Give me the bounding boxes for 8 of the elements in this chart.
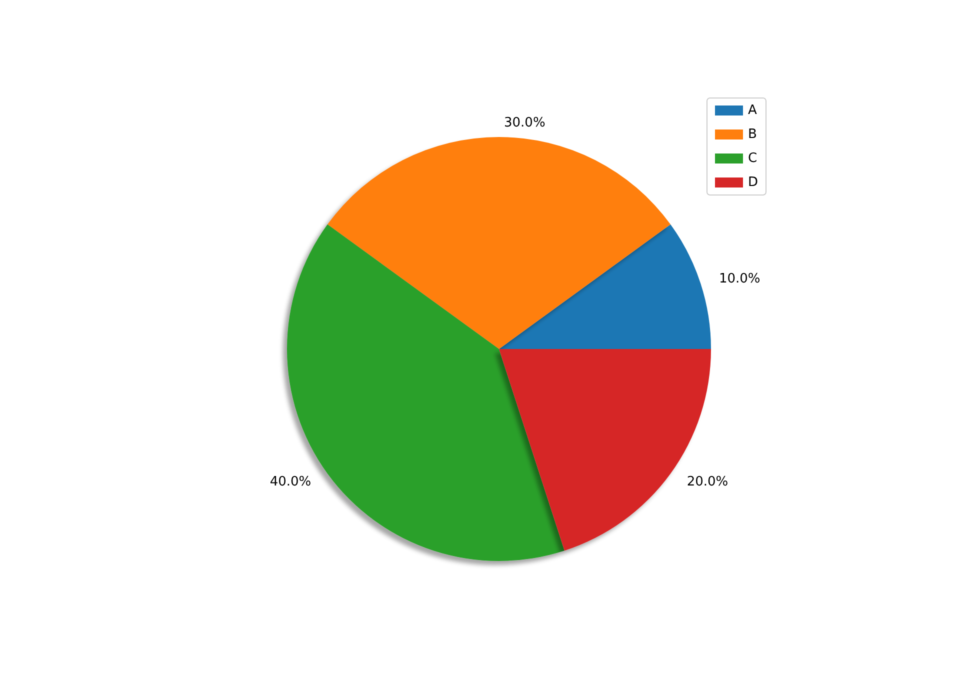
data-label: 30.0% (504, 116, 546, 130)
legend-label: A (748, 103, 757, 118)
legend-label: D (748, 175, 758, 190)
legend-label: B (748, 127, 757, 142)
data-label: 40.0% (270, 474, 312, 490)
data-label: 20.0% (686, 474, 728, 490)
legend-label: C (748, 151, 758, 166)
data-label: 10.0% (718, 272, 760, 287)
